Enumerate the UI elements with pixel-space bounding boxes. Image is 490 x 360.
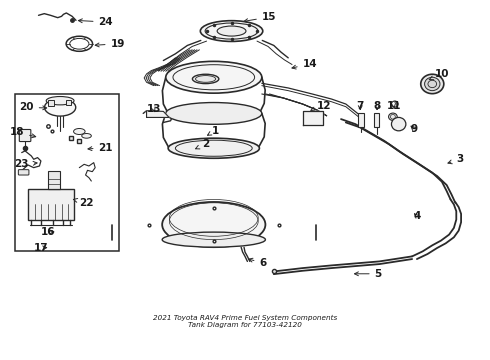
Ellipse shape <box>193 74 219 84</box>
FancyBboxPatch shape <box>48 100 54 106</box>
Ellipse shape <box>45 99 76 116</box>
Ellipse shape <box>46 96 74 105</box>
Text: 17: 17 <box>34 243 49 253</box>
Ellipse shape <box>166 103 262 124</box>
Text: 4: 4 <box>413 211 420 221</box>
Text: 14: 14 <box>292 59 317 69</box>
FancyBboxPatch shape <box>66 100 71 105</box>
Ellipse shape <box>74 129 85 135</box>
FancyBboxPatch shape <box>19 130 31 141</box>
Ellipse shape <box>389 113 397 121</box>
Text: 8: 8 <box>373 101 381 111</box>
Text: 3: 3 <box>448 154 464 164</box>
Ellipse shape <box>82 134 91 138</box>
Text: 21: 21 <box>88 143 113 153</box>
Ellipse shape <box>200 21 263 41</box>
Text: 7: 7 <box>357 101 364 111</box>
Ellipse shape <box>392 117 406 131</box>
Ellipse shape <box>425 77 440 91</box>
Ellipse shape <box>162 202 266 247</box>
FancyBboxPatch shape <box>18 170 29 175</box>
Bar <box>16 94 119 251</box>
Text: 13: 13 <box>147 104 161 114</box>
Text: 16: 16 <box>41 227 55 237</box>
FancyBboxPatch shape <box>358 113 364 127</box>
Ellipse shape <box>421 74 444 94</box>
Text: 2: 2 <box>196 139 209 149</box>
FancyBboxPatch shape <box>48 171 60 189</box>
Text: 20: 20 <box>19 102 47 112</box>
Ellipse shape <box>168 138 259 158</box>
Ellipse shape <box>217 26 246 36</box>
Text: 6: 6 <box>249 258 267 268</box>
Text: 19: 19 <box>95 39 125 49</box>
Text: 18: 18 <box>10 127 36 138</box>
Text: 5: 5 <box>354 269 382 279</box>
Text: 24: 24 <box>78 17 113 27</box>
Text: 2021 Toyota RAV4 Prime Fuel System Components
Tank Diagram for 77103-42120: 2021 Toyota RAV4 Prime Fuel System Compo… <box>153 315 337 328</box>
Text: 11: 11 <box>387 101 401 111</box>
FancyBboxPatch shape <box>374 113 379 127</box>
Ellipse shape <box>162 232 266 247</box>
Text: 15: 15 <box>244 12 276 23</box>
Text: 1: 1 <box>208 126 219 136</box>
Text: 22: 22 <box>74 198 94 208</box>
Text: 23: 23 <box>14 159 37 169</box>
Text: 12: 12 <box>311 101 332 111</box>
Ellipse shape <box>166 61 262 93</box>
Text: 10: 10 <box>429 69 449 80</box>
Text: 9: 9 <box>411 124 418 134</box>
Polygon shape <box>303 111 323 125</box>
Polygon shape <box>147 111 169 117</box>
FancyBboxPatch shape <box>28 189 74 220</box>
